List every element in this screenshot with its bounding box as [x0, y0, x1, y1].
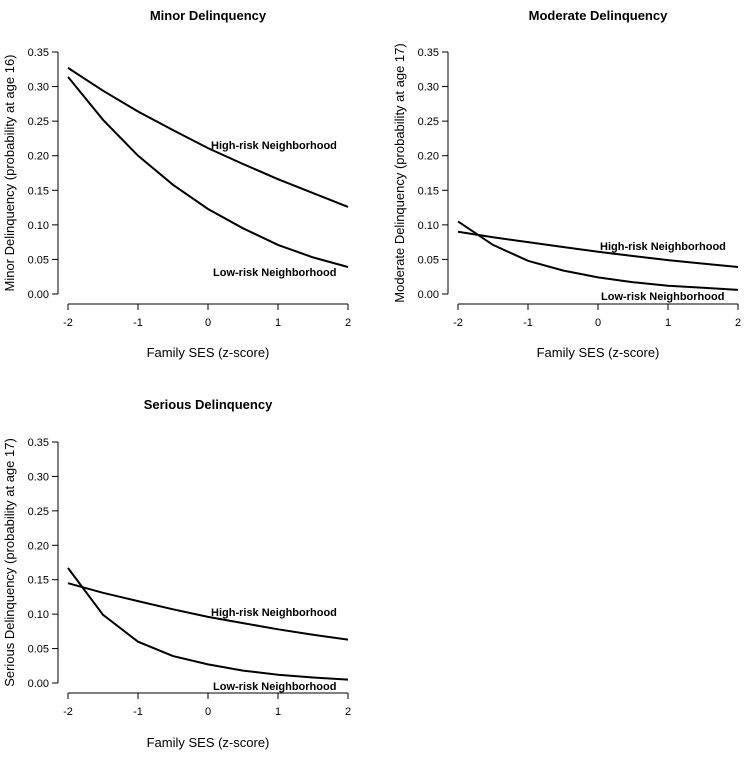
y-tick-label: 0.20: [28, 151, 49, 163]
chart-panel-2: Moderate Delinquency -2 -1 0 1 2 Family SES (z…: [392, 8, 741, 360]
y-tick-label: 0.10: [28, 220, 49, 232]
chart-title: Minor Delinquency: [150, 8, 267, 23]
x-tick-label: -2: [63, 706, 73, 718]
y-tick-label: 0.15: [418, 185, 439, 197]
series-label-low-risk: Low-risk Neighborhood: [213, 681, 336, 693]
x-tick-label: -1: [133, 317, 143, 329]
series-line-high-risk: [457, 230, 739, 268]
series-line-low-risk: [457, 220, 739, 291]
y-tick-label: 0.35: [28, 437, 49, 449]
x-axis-label: Family SES (z-score): [147, 345, 270, 360]
series-line-low-risk: [67, 76, 349, 268]
y-tick-label: 0.25: [28, 116, 49, 128]
y-tick-label: 0.20: [28, 540, 49, 552]
y-tick-label: 0.05: [28, 644, 49, 656]
y-tick-label: 0.00: [28, 289, 49, 301]
series-line-low-risk: [67, 567, 349, 681]
y-tick-label: 0.30: [28, 82, 49, 94]
x-tick-label: 2: [345, 706, 351, 718]
y-axis-label: Moderate Delinquency (probability at age…: [392, 43, 407, 302]
y-tick-label: 0.15: [28, 575, 49, 587]
y-tick-label: 0.05: [418, 254, 439, 266]
y-tick-label: 0.35: [418, 47, 439, 59]
x-tick-label: -1: [133, 706, 143, 718]
x-tick-label: 2: [735, 317, 741, 329]
y-tick-label: 0.05: [28, 254, 49, 266]
series-label-high-risk: High-risk Neighborhood: [211, 607, 337, 619]
x-tick-label: -2: [63, 317, 73, 329]
x-axis-label: Family SES (z-score): [147, 735, 270, 750]
x-tick-label: 2: [345, 317, 351, 329]
x-tick-label: -1: [523, 317, 533, 329]
series-line-high-risk: [67, 582, 349, 641]
y-axis-label: Serious Delinquency (probability at age …: [2, 438, 17, 687]
y-tick-label: 0.10: [28, 609, 49, 621]
chart-title: Moderate Delinquency: [529, 8, 668, 23]
y-tick-label: 0.15: [28, 185, 49, 197]
y-tick-label: 0.30: [418, 82, 439, 94]
series-label-high-risk: High-risk Neighborhood: [211, 140, 337, 152]
y-tick-label: 0.30: [28, 471, 49, 483]
x-tick-label: 0: [595, 317, 601, 329]
series-label-high-risk: High-risk Neighborhood: [600, 241, 726, 253]
y-tick-label: 0.00: [28, 678, 49, 690]
chart-panel-1: Minor Delinquency -2 -1 0 1 2 Family SES (z-sc…: [2, 8, 351, 360]
y-tick-label: 0.25: [418, 116, 439, 128]
y-tick-label: 0.20: [418, 151, 439, 163]
y-tick-label: 0.35: [28, 47, 49, 59]
y-tick-label: 0.25: [28, 506, 49, 518]
x-tick-label: 0: [205, 706, 211, 718]
x-tick-label: 1: [665, 317, 671, 329]
chart-panel-3: Serious Delinquency -2 -1 0 1 2 Family SES (z-…: [2, 397, 351, 750]
y-tick-label: 0.10: [418, 220, 439, 232]
x-tick-label: 1: [275, 706, 281, 718]
x-tick-label: 0: [205, 317, 211, 329]
series-line-high-risk: [67, 67, 349, 208]
series-label-low-risk: Low-risk Neighborhood: [213, 267, 336, 279]
x-tick-label: -2: [453, 317, 463, 329]
series-label-low-risk: Low-risk Neighborhood: [601, 291, 724, 303]
y-tick-label: 0.00: [418, 289, 439, 301]
x-tick-label: 1: [275, 317, 281, 329]
chart-title: Serious Delinquency: [144, 397, 273, 412]
y-axis-label: Minor Delinquency (probability at age 16…: [2, 54, 17, 291]
x-axis-label: Family SES (z-score): [537, 345, 660, 360]
